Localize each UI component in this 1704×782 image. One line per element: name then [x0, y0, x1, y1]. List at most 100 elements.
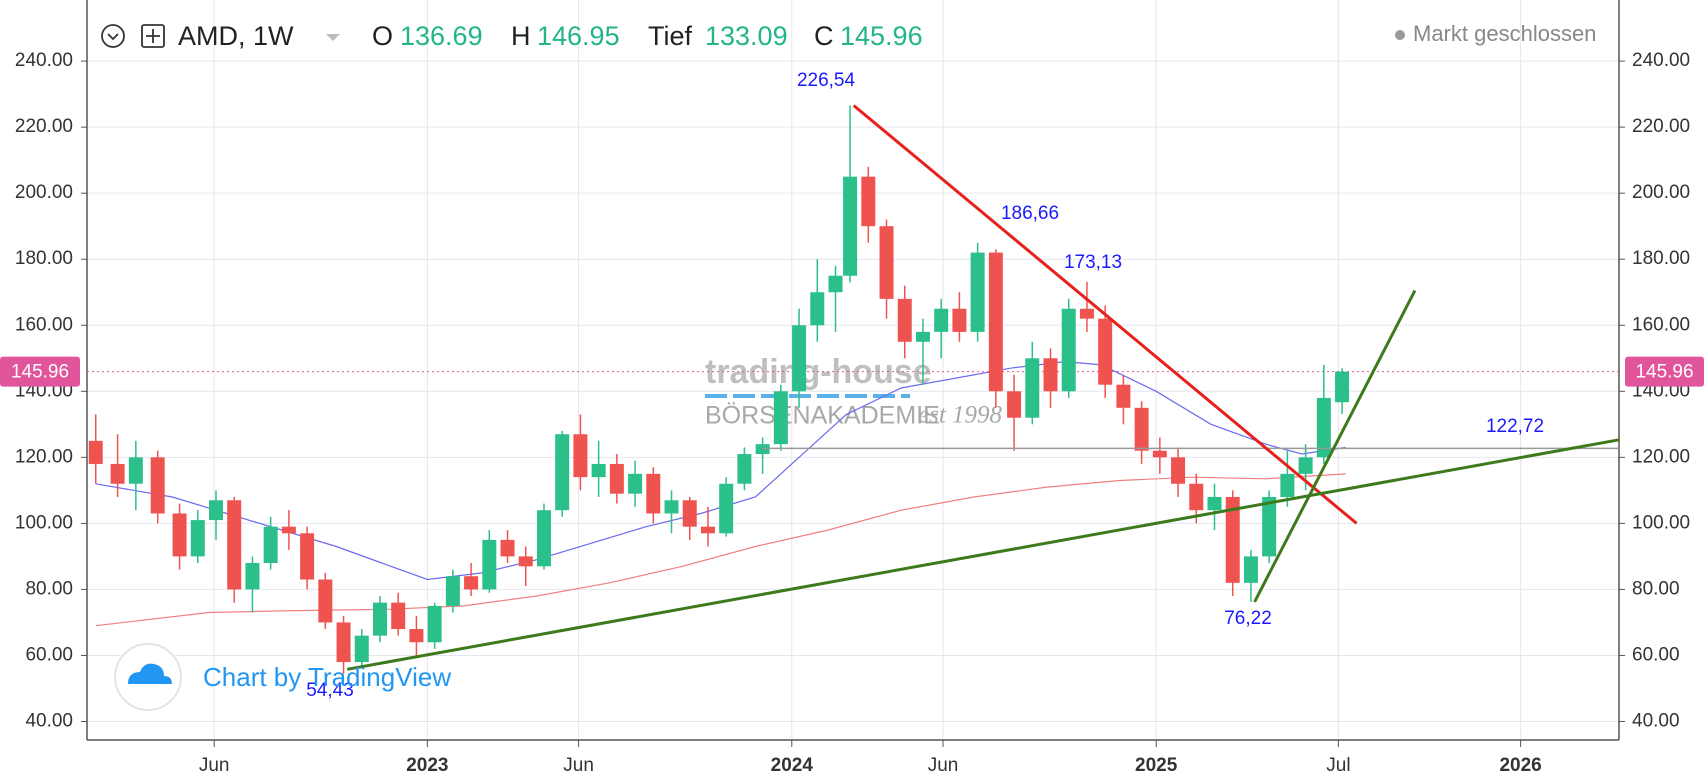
x-tick-label: 2025	[1135, 755, 1178, 776]
candle-body	[1061, 308, 1076, 392]
y-tick-label: 120.00	[15, 446, 73, 467]
candle-body	[354, 635, 369, 663]
candle-body	[1335, 371, 1350, 403]
candle-body	[1007, 391, 1022, 418]
y-tick-label: 100.00	[1632, 512, 1690, 533]
trend-line	[1253, 289, 1417, 603]
x-tick-label: Jun	[928, 755, 959, 776]
candle-body	[934, 308, 949, 332]
candle-body	[518, 556, 533, 567]
price-annotation: 226,54	[797, 70, 856, 91]
status-dot	[1395, 30, 1405, 40]
candle-body	[150, 457, 165, 514]
candle-body	[227, 500, 242, 590]
candle-body	[1262, 496, 1277, 557]
y-tick-label: 200.00	[15, 182, 73, 203]
y-tick-label: 160.00	[1632, 314, 1690, 335]
candle-body	[1134, 407, 1149, 451]
candle-body	[190, 520, 205, 557]
candle-body	[110, 463, 125, 484]
symbol-dropdown[interactable]	[326, 34, 340, 41]
trend-line	[852, 104, 1358, 525]
candle-body	[209, 500, 223, 521]
price-annotation: 54,43	[306, 680, 354, 701]
watermark-sub: BÖRSENAKADEMIE	[705, 402, 940, 430]
candle-body	[1152, 450, 1167, 458]
candle-body	[861, 176, 876, 227]
symbol[interactable]: AMD, 1W	[178, 21, 294, 51]
candle-body	[88, 440, 103, 464]
y-tick-label: 240.00	[1632, 50, 1690, 71]
x-tick-label: 2026	[1499, 755, 1541, 776]
low-value: 133.09	[705, 21, 788, 51]
y-tick-label: 180.00	[1632, 248, 1690, 269]
candle-body	[536, 510, 551, 567]
candle-body	[792, 325, 807, 392]
candle-body	[1116, 384, 1131, 408]
y-tick-label: 100.00	[15, 512, 73, 533]
y-tick-label: 220.00	[1632, 116, 1690, 137]
candle-body	[372, 602, 387, 636]
candle-body	[409, 629, 424, 643]
tv-logo-cloud	[128, 663, 172, 684]
candle-body	[128, 457, 143, 484]
candle-body	[427, 605, 442, 643]
data-layer: 226,54 186,66 173,13 76,22 54,43 122,72	[87, 70, 1620, 701]
candle-body	[879, 226, 894, 299]
candle-body	[737, 454, 752, 484]
candle-body	[1280, 473, 1295, 497]
candle-body	[263, 526, 278, 564]
trend-line	[346, 438, 1620, 671]
y-tick-label: 240.00	[15, 50, 73, 71]
close-value: 145.96	[840, 21, 923, 51]
candle-body	[1079, 308, 1094, 319]
high-value: 146.95	[537, 21, 620, 51]
watermark-since: est 1998	[918, 402, 1003, 429]
open-value: 136.69	[400, 21, 483, 51]
candle-body	[391, 602, 406, 630]
price-badge	[0, 356, 80, 387]
collapse-chevron	[107, 33, 119, 41]
candle-body	[664, 500, 679, 514]
y-tick-label: 40.00	[25, 711, 73, 732]
open-label: O	[372, 21, 393, 51]
moving-average	[95, 360, 1346, 581]
candle-body	[300, 533, 315, 580]
low-label: Tief	[648, 21, 693, 51]
candle-body	[281, 526, 296, 534]
candle-body	[810, 292, 825, 326]
credit-text[interactable]: Chart by TradingView	[203, 662, 451, 692]
candle-body	[336, 622, 351, 663]
candle-body	[628, 473, 643, 494]
compare-icon[interactable]	[141, 24, 165, 48]
x-tick-label: 2024	[771, 755, 814, 776]
y-tick-label: 120.00	[1632, 446, 1690, 467]
y-tick-label: 60.00	[1632, 644, 1680, 665]
price-annotation: 122,72	[1486, 416, 1544, 437]
candle-body	[245, 563, 260, 590]
candle-body	[897, 298, 912, 342]
market-status: Markt geschlossen	[1413, 21, 1596, 46]
x-tick-label: Jun	[199, 755, 230, 776]
y-tick-label: 80.00	[25, 578, 73, 599]
x-tick-label: 2023	[406, 755, 448, 776]
candle-body	[573, 434, 588, 478]
collapse-icon[interactable]	[101, 24, 125, 48]
high-label: H	[511, 21, 531, 51]
candle-body	[1025, 358, 1040, 418]
candle-body	[988, 252, 1003, 392]
price-annotation: 76,22	[1224, 608, 1272, 629]
candle-body	[646, 473, 661, 514]
candle-body	[318, 579, 333, 623]
close-label: C	[814, 21, 834, 51]
candle-body	[172, 513, 187, 557]
x-tick-label: Jul	[1326, 755, 1350, 776]
y-tick-label: 60.00	[25, 644, 73, 665]
candle-body	[1171, 457, 1186, 484]
candle-body	[555, 434, 570, 511]
candle-body	[1189, 483, 1204, 511]
y-tick-label: 200.00	[1632, 182, 1690, 203]
header: AMD, 1W O 136.69 H 146.95 Tief 133.09 C …	[101, 21, 1596, 51]
y-tick-label: 40.00	[1632, 711, 1680, 732]
